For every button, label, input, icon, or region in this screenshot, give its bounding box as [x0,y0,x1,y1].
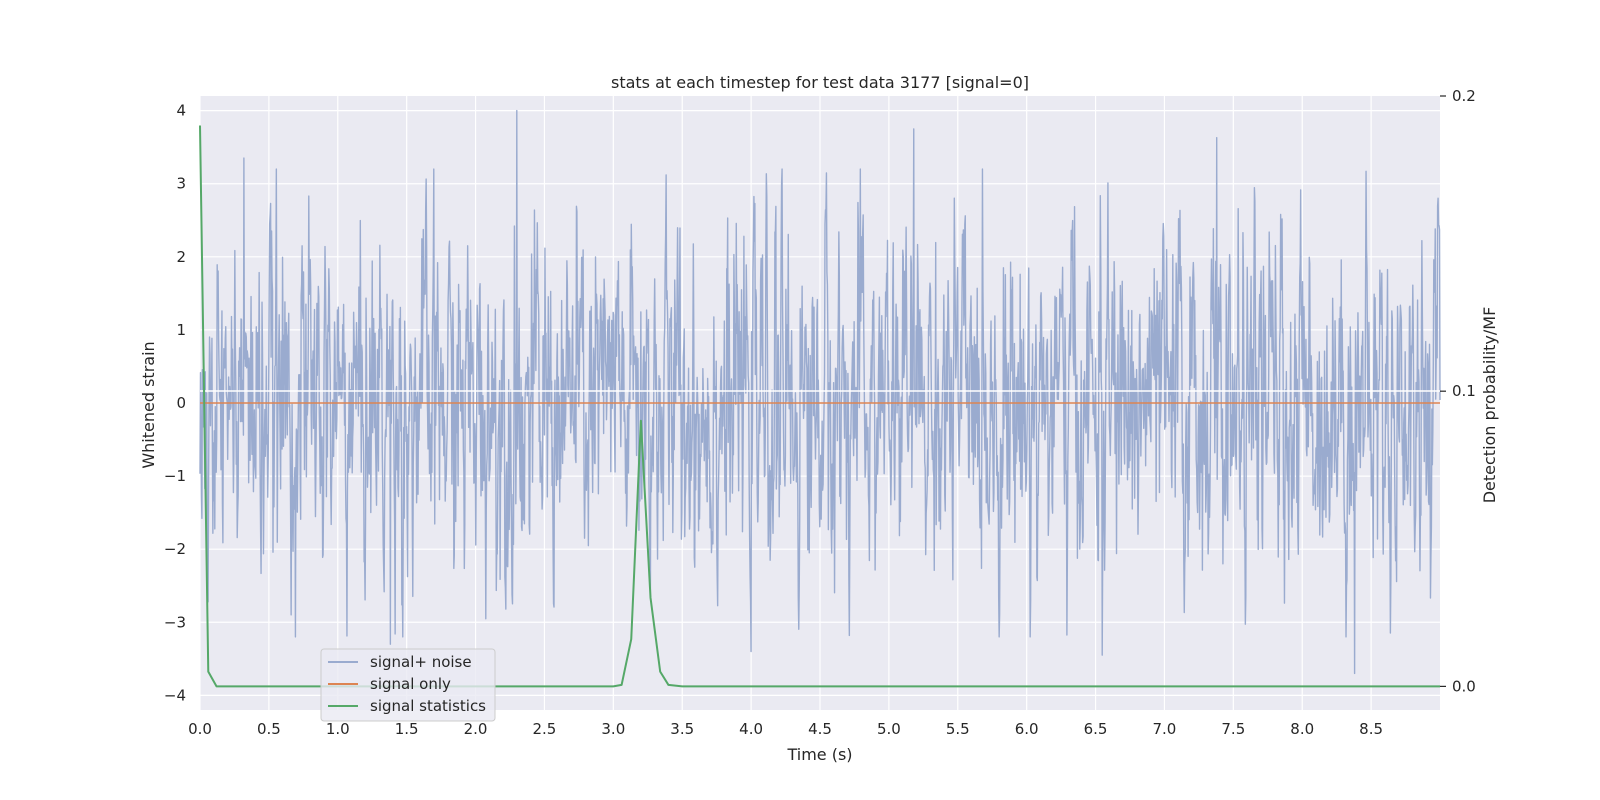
signal-statistics-series [199,125,1440,688]
y-tick-label: 3 [176,175,186,193]
legend-label-signal-noise: signal+ noise [370,653,472,671]
y2-axis-label: Detection probability/MF [1480,307,1499,504]
y-tick-label: 4 [176,102,186,120]
y-axis-label: Whitened strain [139,341,158,468]
x-tick-label: 6.0 [1015,720,1039,738]
y-axis-ticks: 4 3 2 1 0 −1 −2 −3 −4 [164,102,186,705]
x-tick-label: 4.0 [739,720,763,738]
x-tick-label: 6.5 [1084,720,1108,738]
signal-statistics-line [199,125,1440,688]
x-tick-label: 2.0 [464,720,488,738]
y-tick-label: 1 [176,321,186,339]
y-tick-label: −4 [164,686,186,704]
signal-noise-line [199,109,1441,675]
x-tick-label: 3.0 [601,720,625,738]
x-tick-label: 1.5 [395,720,419,738]
x-axis-ticks: 0.0 0.5 1.0 1.5 2.0 2.5 3.0 3.5 4.0 4.5 5.0 5.5 6.0 6… [188,720,1383,738]
y2-tick-label: 0.0 [1452,677,1476,695]
chart-title: stats at each timestep for test data 317… [611,73,1029,92]
x-tick-label: 5.0 [877,720,901,738]
y-tick-label: −1 [164,467,186,485]
x-tick-label: 3.5 [670,720,694,738]
y2-axis-ticks: 0.2 0.1 0.0 [1440,87,1476,695]
y-tick-label: −2 [164,540,186,558]
legend: signal+ noise signal only signal statist… [320,648,496,722]
y2-tick-label: 0.1 [1452,382,1476,400]
x-tick-label: 7.5 [1221,720,1245,738]
y-tick-label: −3 [164,613,186,631]
y-tick-label: 0 [176,394,186,412]
x-tick-label: 1.0 [326,720,350,738]
y-tick-label: 2 [176,248,186,266]
x-tick-label: 0.0 [188,720,212,738]
legend-label-signal-statistics: signal statistics [370,697,486,715]
signal-noise-series [199,109,1441,675]
legend-box [320,648,496,722]
x-axis-label: Time (s) [786,745,852,764]
x-tick-label: 4.5 [808,720,832,738]
x-tick-label: 8.0 [1290,720,1314,738]
legend-label-signal-only: signal only [370,675,451,693]
x-tick-label: 8.5 [1359,720,1383,738]
x-tick-label: 7.0 [1153,720,1177,738]
x-tick-label: 2.5 [533,720,557,738]
x-tick-label: 5.5 [946,720,970,738]
x-tick-label: 0.5 [257,720,281,738]
y2-tick-label: 0.2 [1452,87,1476,105]
